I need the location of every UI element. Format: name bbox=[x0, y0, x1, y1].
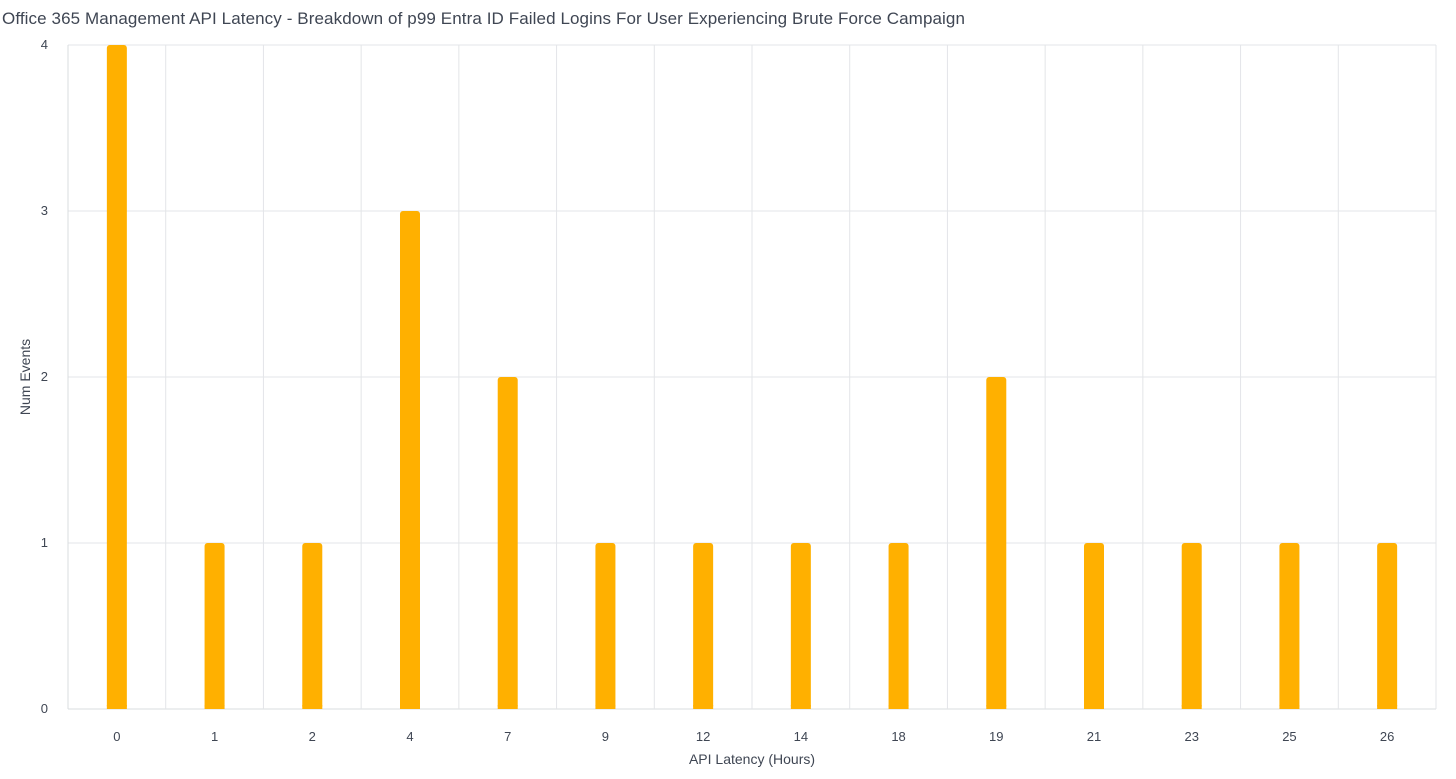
bar-base-0 bbox=[106, 705, 127, 709]
x-axis-title: API Latency (Hours) bbox=[689, 751, 815, 767]
bar-2[interactable] bbox=[302, 543, 323, 709]
bar-9[interactable] bbox=[595, 543, 616, 709]
bar-base-18 bbox=[888, 705, 909, 709]
bar-base-12 bbox=[693, 705, 714, 709]
y-tick-label: 4 bbox=[41, 37, 48, 52]
x-tick-label: 12 bbox=[696, 729, 710, 744]
bar-base-19 bbox=[986, 705, 1007, 709]
y-tick-label: 2 bbox=[41, 369, 48, 384]
x-axis-ticks: 0 1 2 4 7 9 12 14 18 19 21 23 25 26 bbox=[113, 729, 1394, 744]
x-tick-label: 0 bbox=[113, 729, 120, 744]
bar-base-23 bbox=[1181, 705, 1202, 709]
chart-title: Office 365 Management API Latency - Brea… bbox=[2, 9, 966, 28]
bar-base-21 bbox=[1084, 705, 1104, 709]
bar-base-1 bbox=[204, 705, 225, 709]
bar-19[interactable] bbox=[986, 377, 1007, 709]
bar-base-26 bbox=[1377, 705, 1398, 709]
bar-21[interactable] bbox=[1084, 543, 1104, 709]
x-tick-label: 1 bbox=[211, 729, 218, 744]
bar-4[interactable] bbox=[400, 211, 420, 709]
x-tick-label: 26 bbox=[1380, 729, 1394, 744]
bars bbox=[106, 45, 1398, 709]
bar-18[interactable] bbox=[888, 543, 909, 709]
y-tick-label: 0 bbox=[41, 701, 48, 716]
y-tick-label: 1 bbox=[41, 535, 48, 550]
bar-26[interactable] bbox=[1377, 543, 1398, 709]
x-tick-label: 19 bbox=[989, 729, 1003, 744]
x-tick-label: 2 bbox=[309, 729, 316, 744]
y-axis-ticks: 0 1 2 3 4 bbox=[41, 37, 48, 716]
bar-25[interactable] bbox=[1279, 543, 1300, 709]
bar-12[interactable] bbox=[693, 543, 714, 709]
y-tick-label: 3 bbox=[41, 203, 48, 218]
bar-base-7 bbox=[497, 705, 518, 709]
x-tick-label: 25 bbox=[1282, 729, 1296, 744]
bar-1[interactable] bbox=[204, 543, 225, 709]
x-tick-label: 18 bbox=[891, 729, 905, 744]
bar-0[interactable] bbox=[106, 45, 127, 709]
bar-23[interactable] bbox=[1181, 543, 1202, 709]
x-tick-label: 9 bbox=[602, 729, 609, 744]
x-tick-label: 7 bbox=[504, 729, 511, 744]
x-tick-label: 23 bbox=[1184, 729, 1198, 744]
bar-base-2 bbox=[302, 705, 323, 709]
bar-base-25 bbox=[1279, 705, 1300, 709]
bar-base-14 bbox=[790, 705, 811, 709]
grid bbox=[67, 44, 1437, 710]
x-tick-label: 14 bbox=[794, 729, 808, 744]
y-axis-title: Num Events bbox=[17, 339, 33, 415]
x-tick-label: 21 bbox=[1087, 729, 1101, 744]
bar-7[interactable] bbox=[497, 377, 518, 709]
bar-base-9 bbox=[595, 705, 616, 709]
x-tick-label: 4 bbox=[406, 729, 413, 744]
bar-base-4 bbox=[400, 705, 420, 709]
bar-14[interactable] bbox=[790, 543, 811, 709]
